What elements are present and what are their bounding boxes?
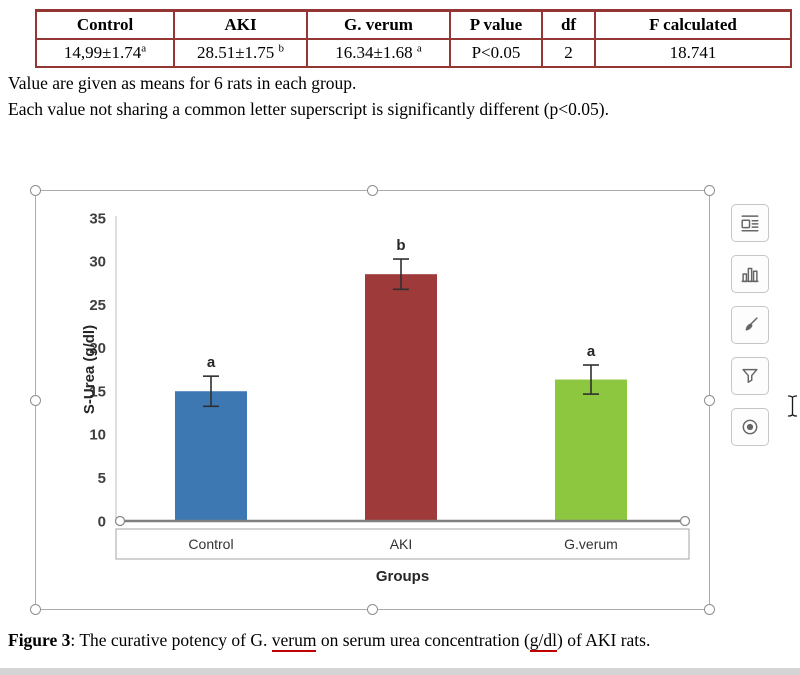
significance-letter: a <box>587 343 596 360</box>
layout-options-button[interactable] <box>731 204 769 242</box>
table-header-control: Control <box>35 9 175 40</box>
table-cell-df: 2 <box>541 38 596 68</box>
window-bottom-edge <box>0 668 800 675</box>
note-line-2: Each value not sharing a common letter s… <box>8 98 609 119</box>
chart-elements-button[interactable] <box>731 255 769 293</box>
table-header-pvalue: P value <box>449 9 543 40</box>
table-cell-gverum: 16.34±1.68 a <box>306 38 451 68</box>
chart-styles-button[interactable] <box>731 306 769 344</box>
category-axis-box[interactable] <box>115 528 690 560</box>
table-header-df: df <box>541 9 596 40</box>
text-cursor-icon <box>786 394 799 423</box>
chart-filters-button[interactable] <box>731 357 769 395</box>
bar-control[interactable] <box>175 391 247 521</box>
axis-selection-handle[interactable] <box>679 515 691 527</box>
table-header-fcalculated: F calculated <box>594 9 792 40</box>
settings-icon <box>742 419 758 435</box>
table-cell-fcalculated: 18.741 <box>594 38 792 68</box>
significance-letter: a <box>207 354 216 371</box>
y-tick-label: 35 <box>89 210 106 227</box>
bar-chart-icon <box>741 267 759 283</box>
category-label: G.verum <box>564 536 618 552</box>
layout-options-icon <box>741 215 759 232</box>
error-bar <box>393 258 409 291</box>
axis-selection-handle[interactable] <box>114 515 126 527</box>
chart-tool-buttons <box>731 204 769 446</box>
table-header-gverum: G. verum <box>306 9 451 40</box>
misspelled-word: g/dl <box>529 630 558 652</box>
y-tick-label: 20 <box>89 340 106 357</box>
y-axis-title: S-Urea (g/dl) <box>81 325 98 414</box>
y-tick-label: 10 <box>89 427 106 444</box>
selection-handle-sw[interactable] <box>30 604 41 615</box>
bar-aki[interactable] <box>365 274 437 521</box>
y-tick-label: 0 <box>98 513 106 530</box>
error-bar <box>583 364 599 395</box>
selection-handle-n[interactable] <box>367 185 378 196</box>
table-row: 14,99±1.74a 28.51±1.75 b 16.34±1.68 a P<… <box>35 38 792 68</box>
chart-format-button[interactable] <box>731 408 769 446</box>
y-tick-label: 25 <box>89 297 106 314</box>
bar-chart: 0 5 10 15 20 25 30 35 a b a Control AKI G.verum Groups… <box>81 210 691 585</box>
selection-handle-nw[interactable] <box>30 185 41 196</box>
results-table: Control AKI G. verum P value df F calcul… <box>35 9 792 68</box>
selection-handle-s[interactable] <box>367 604 378 615</box>
table-header-aki: AKI <box>173 9 308 40</box>
x-axis-title: Groups <box>376 568 429 585</box>
brush-icon <box>745 317 758 331</box>
selection-handle-ne[interactable] <box>704 185 715 196</box>
chart-object[interactable]: 0 5 10 15 20 25 30 35 a b a Control AKI G.verum Groups… <box>30 185 715 615</box>
table-cell-control: 14,99±1.74a <box>35 38 175 68</box>
filter-icon <box>742 368 758 383</box>
significance-letter: b <box>396 237 405 254</box>
table-cell-aki: 28.51±1.75 b <box>173 38 308 68</box>
y-tick-label: 15 <box>89 383 106 400</box>
y-tick-label: 30 <box>89 254 106 271</box>
table-header-row: Control AKI G. verum P value df F calcul… <box>35 9 792 40</box>
selection-handle-w[interactable] <box>30 394 41 406</box>
category-label: AKI <box>390 536 413 552</box>
table-cell-pvalue: P<0.05 <box>449 38 543 68</box>
selection-handle-se[interactable] <box>704 604 715 615</box>
y-tick-label: 5 <box>98 470 106 487</box>
table-notes: Value are given as means for 6 rats in e… <box>8 71 794 122</box>
error-bar <box>203 375 219 408</box>
misspelled-word: verum <box>271 630 317 652</box>
category-label: Control <box>188 536 233 552</box>
figure-number: Figure 3 <box>8 630 71 650</box>
selection-handle-e[interactable] <box>704 394 715 406</box>
note-line-1: Value are given as means for 6 rats in e… <box>8 73 357 93</box>
bar-g.verum[interactable] <box>555 379 627 521</box>
figure-caption: Figure 3: The curative potency of G. ver… <box>8 630 651 652</box>
